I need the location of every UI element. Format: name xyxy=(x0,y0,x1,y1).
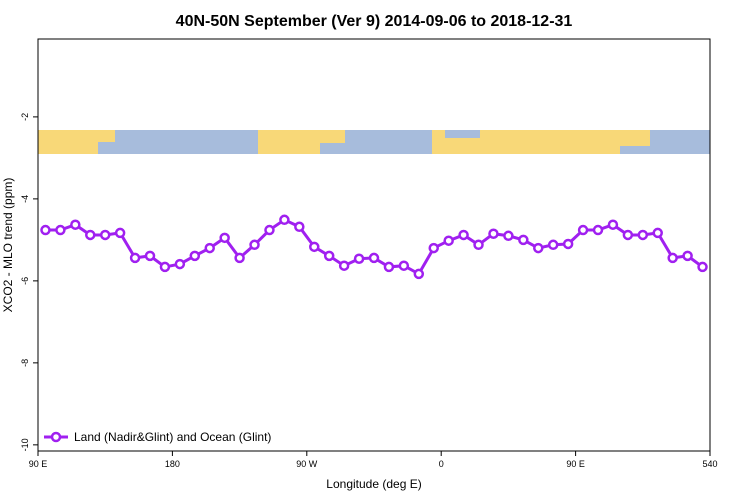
y-tick-label: -8 xyxy=(20,359,30,367)
point xyxy=(40,224,51,236)
point xyxy=(85,229,96,241)
point xyxy=(249,239,260,251)
point xyxy=(488,228,499,239)
point xyxy=(577,224,589,236)
point xyxy=(368,252,380,264)
point xyxy=(443,235,454,246)
point xyxy=(652,227,663,239)
point xyxy=(503,230,514,242)
legend-label: Land (Nadir&Glint) and Ocean (Glint) xyxy=(74,430,271,444)
series-line xyxy=(45,218,704,276)
x-axis-label: Longitude (deg E) xyxy=(326,477,421,491)
x-tick-label: 540 xyxy=(702,459,717,469)
point xyxy=(309,241,320,253)
point xyxy=(234,252,245,264)
plot-frame xyxy=(37,38,711,452)
point xyxy=(55,224,66,236)
point xyxy=(547,239,559,251)
point xyxy=(562,238,574,250)
x-tick-label: 0 xyxy=(439,459,444,469)
y-axis-label: XCO2 - MLO trend (ppm) xyxy=(1,178,15,313)
point xyxy=(264,224,275,236)
x-tick-label: 90 E xyxy=(566,459,585,469)
map-band xyxy=(38,130,710,154)
point xyxy=(189,250,201,262)
y-tick-label: -6 xyxy=(20,277,30,285)
point xyxy=(607,219,619,230)
point xyxy=(323,250,335,262)
point xyxy=(697,261,708,273)
point xyxy=(174,258,186,270)
point xyxy=(383,261,395,273)
point xyxy=(353,253,365,264)
point xyxy=(458,229,469,241)
y-tick-label: -4 xyxy=(20,195,30,203)
point xyxy=(592,224,604,236)
point xyxy=(204,242,215,254)
point xyxy=(473,239,484,251)
point xyxy=(667,252,678,264)
x-tick-label: 180 xyxy=(165,459,180,469)
x-tick-label: 90 E xyxy=(29,459,48,469)
point xyxy=(129,252,141,264)
point xyxy=(294,221,305,233)
y-tick-label: -2 xyxy=(20,113,30,121)
point xyxy=(70,219,81,230)
chart-title: 40N-50N September (Ver 9) 2014-09-06 to … xyxy=(176,13,573,30)
legend: Land (Nadir&Glint) and Ocean (Glint) xyxy=(44,430,271,444)
point xyxy=(144,250,156,262)
legend-marker xyxy=(50,431,62,443)
point xyxy=(413,268,425,280)
point xyxy=(533,242,544,254)
point xyxy=(99,229,111,241)
point xyxy=(518,234,529,246)
point xyxy=(159,261,171,273)
y-tick-label: -10 xyxy=(20,438,30,451)
point xyxy=(428,242,439,254)
point xyxy=(338,260,350,271)
point xyxy=(682,250,693,262)
x-tick-label: 90 W xyxy=(296,459,318,469)
point xyxy=(114,227,126,239)
point xyxy=(622,229,634,241)
point xyxy=(279,214,290,226)
point xyxy=(398,260,410,271)
point xyxy=(219,232,230,244)
point xyxy=(637,229,649,241)
